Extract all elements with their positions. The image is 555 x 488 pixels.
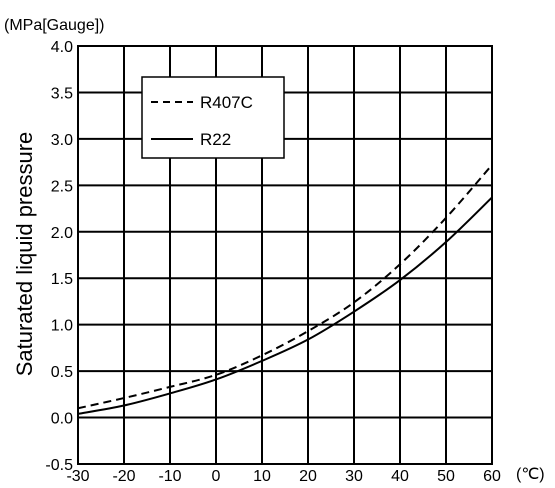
plot-frame xyxy=(77,45,493,465)
y-axis-title: Saturated liquid pressure xyxy=(12,132,37,377)
y-tick-label: 4.0 xyxy=(51,39,73,56)
series-line-r22 xyxy=(77,196,493,415)
y-tick-label: 2.5 xyxy=(51,178,73,195)
y-tick-label: 0.0 xyxy=(51,411,73,428)
legend: R407C R22 xyxy=(141,76,285,159)
tick-labels: -30 -20 -10 0 10 20 30 40 50 60 -0.5 0.0 0.5 1.0 1.5 2.… xyxy=(45,39,501,485)
series-line-r407c xyxy=(77,164,493,410)
y-tick-label: 3.0 xyxy=(51,132,73,149)
y-tick-label: 1.5 xyxy=(51,271,73,288)
y-tick-label: 3.5 xyxy=(51,85,73,102)
legend-label-r407c: R407C xyxy=(200,93,253,112)
x-tick-label: -30 xyxy=(66,468,89,485)
x-tick-label: 60 xyxy=(483,468,501,485)
y-tick-label: 1.0 xyxy=(51,318,73,335)
y-tick-label: 2.0 xyxy=(51,225,73,242)
x-tick-label: 20 xyxy=(299,468,317,485)
x-tick-label: -20 xyxy=(112,468,135,485)
legend-box xyxy=(141,76,285,159)
y-unit-label: (MPa[Gauge]) xyxy=(4,17,104,34)
x-unit-label: (℃) xyxy=(516,466,545,483)
x-tick-label: 30 xyxy=(345,468,363,485)
y-tick-label: 0.5 xyxy=(51,364,73,381)
y-tick-label: -0.5 xyxy=(45,457,73,474)
series-lines xyxy=(77,164,493,415)
x-tick-label: -10 xyxy=(158,468,181,485)
x-tick-label: 10 xyxy=(253,468,271,485)
legend-label-r22: R22 xyxy=(200,130,231,149)
x-tick-label: 50 xyxy=(437,468,455,485)
x-tick-label: 0 xyxy=(212,468,221,485)
x-tick-label: 40 xyxy=(391,468,409,485)
